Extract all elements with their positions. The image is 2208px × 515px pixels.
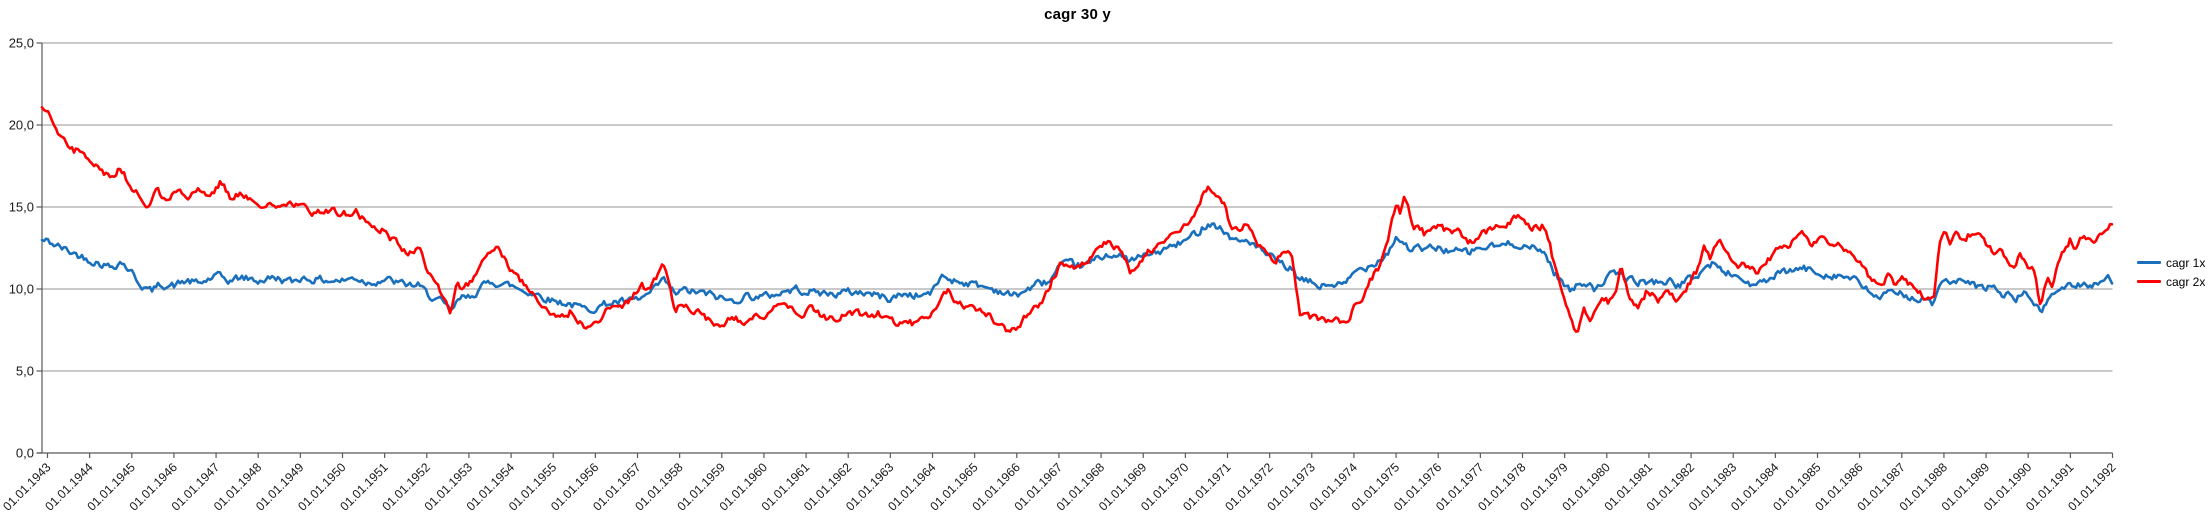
legend-label-cagr-2x: cagr 2x: [2166, 274, 2206, 289]
y-tick-label: 5,0: [16, 364, 34, 379]
y-tick-label: 15,0: [9, 200, 34, 215]
legend-line-icon-cagr-1x: [2137, 261, 2161, 264]
chart-title: cagr 30 y: [1044, 6, 1111, 23]
y-tick-label: 10,0: [9, 282, 34, 297]
y-tick-label: 25,0: [9, 36, 34, 51]
y-tick-label: 0,0: [16, 446, 34, 461]
legend-item-cagr-2x: cagr 2x: [2137, 272, 2205, 291]
legend-item-cagr-1x: cagr 1x: [2137, 253, 2205, 272]
y-tick-label: 20,0: [9, 118, 34, 133]
legend-line-icon-cagr-2x: [2137, 280, 2161, 283]
chart-legend: cagr 1x cagr 2x: [2137, 253, 2205, 291]
legend-label-cagr-1x: cagr 1x: [2166, 255, 2206, 270]
series-line-cagr-2x: [40, 106, 2114, 333]
